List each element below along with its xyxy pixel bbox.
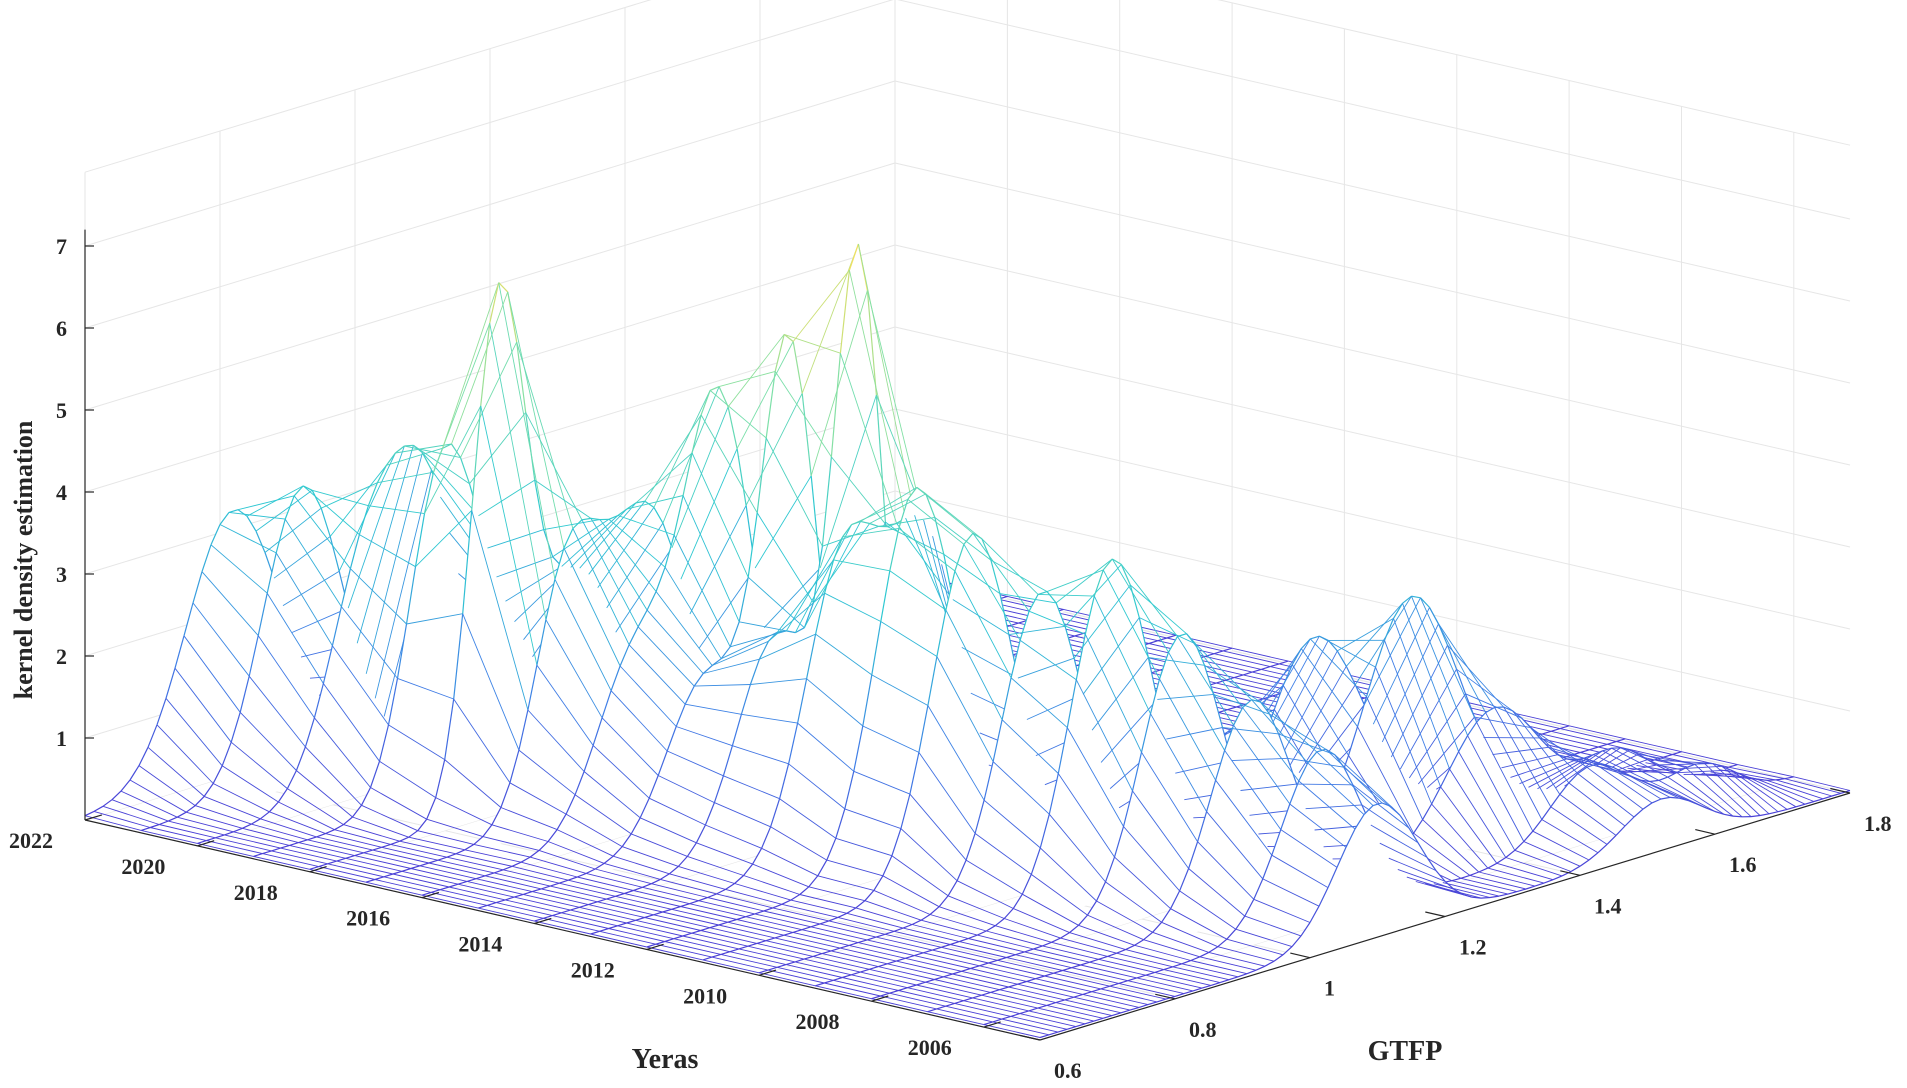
z-tick-label: 4: [56, 480, 67, 505]
z-tick-label: 1: [56, 726, 67, 751]
mesh-line: [1061, 938, 1117, 953]
mesh-line: [1506, 858, 1562, 876]
mesh-line: [793, 270, 849, 341]
grid-line: [895, 81, 1850, 301]
mesh-line: [1052, 942, 1108, 956]
ridge-segment: [1733, 816, 1742, 817]
mesh-line: [577, 877, 633, 891]
z-axis-label: kernel density estimation: [9, 420, 38, 699]
mesh-line: [195, 806, 251, 825]
ridge-segment: [1670, 797, 1679, 798]
gtfp-tick: [1020, 1036, 1040, 1041]
year-tick-label: 2020: [121, 854, 165, 879]
mesh-line: [530, 857, 586, 873]
mesh-line: [642, 887, 698, 900]
mesh-line: [177, 817, 233, 832]
mesh-line: [238, 496, 294, 510]
mesh-line: [995, 926, 1051, 943]
mesh-line: [735, 884, 791, 901]
year-tick-label: 2012: [571, 957, 615, 982]
mesh-line: [400, 841, 456, 854]
mesh-line: [465, 850, 521, 862]
gtfp-tick: [1155, 994, 1175, 999]
gtfp-tick-label: 1.8: [1864, 811, 1892, 836]
gtfp-tick-label: 1.4: [1594, 893, 1622, 918]
mesh-line: [930, 915, 986, 932]
mesh-line: [1200, 957, 1256, 970]
mesh-line: [1126, 950, 1182, 964]
gtfp-tick-label: 0.8: [1189, 1017, 1217, 1042]
mesh-line: [791, 900, 847, 913]
year-tick-label: 2006: [908, 1035, 952, 1060]
mesh-line: [521, 862, 577, 877]
grid-line: [895, 245, 1850, 465]
mesh-line: [782, 904, 838, 917]
mesh-line: [447, 857, 503, 870]
mesh-line: [717, 894, 773, 908]
mesh-line: [660, 879, 716, 894]
x-axis-label: GTFP: [1368, 1036, 1443, 1067]
mesh-line: [1070, 933, 1126, 950]
y-axis-label: Yeras: [632, 1044, 699, 1075]
mesh-line: [912, 925, 968, 939]
mesh-line: [1135, 945, 1191, 960]
grid-line: [895, 0, 1850, 145]
mesh-line: [1182, 964, 1238, 977]
grid-line: [895, 0, 1850, 219]
mesh-line: [651, 884, 707, 898]
mesh-line: [991, 560, 1047, 592]
mesh-line: [669, 874, 725, 890]
mesh-line: [604, 863, 660, 879]
mesh-line: [627, 496, 683, 510]
mesh-line: [1209, 952, 1265, 966]
z-tick-label: 6: [56, 316, 67, 341]
mesh-line: [719, 371, 775, 386]
gtfp-tick-label: 1.2: [1459, 935, 1487, 960]
gtfp-tick: [1830, 789, 1850, 794]
mesh-line: [186, 812, 242, 828]
year-tick-label: 2018: [234, 880, 278, 905]
mesh-line: [773, 908, 829, 921]
gtfp-tick-label: 1.6: [1729, 852, 1757, 877]
year-tick-label: 2014: [458, 932, 502, 957]
mesh-line: [409, 837, 465, 850]
z-tick-label: 2: [56, 644, 67, 669]
year-tick-label: 2010: [683, 983, 727, 1008]
mesh-line: [921, 920, 977, 935]
year-tick-label: 2008: [796, 1009, 840, 1034]
grid-line: [895, 327, 1850, 547]
mesh-line: [1144, 940, 1200, 957]
gtfp-tick-label: 0.6: [1054, 1058, 1082, 1083]
mesh-line: [512, 866, 568, 880]
mesh-line: [456, 854, 512, 867]
mesh-line: [586, 873, 642, 887]
mesh-line: [391, 844, 447, 857]
mesh-line: [535, 480, 591, 518]
mesh-line: [838, 917, 894, 931]
gtfp-tick-label: 1: [1324, 976, 1335, 1001]
z-tick-label: 5: [56, 398, 67, 423]
z-tick-label: 7: [56, 234, 67, 259]
ridge-segment: [1495, 707, 1504, 708]
mesh-line: [1497, 863, 1553, 879]
z-tick-label: 3: [56, 562, 67, 587]
mesh-line: [312, 490, 368, 505]
year-tick-label: 2016: [346, 906, 390, 931]
mesh-line: [986, 931, 1042, 946]
mesh-line: [344, 825, 400, 842]
mesh-line: [418, 831, 474, 845]
mesh-line: [847, 913, 903, 928]
ridge-segment: [1481, 898, 1490, 899]
mesh-line: [1218, 947, 1274, 962]
mesh-line: [1191, 961, 1247, 974]
year-tick-label: 2022: [9, 828, 53, 853]
grid-line: [895, 163, 1850, 383]
mesh-line: [856, 908, 912, 925]
